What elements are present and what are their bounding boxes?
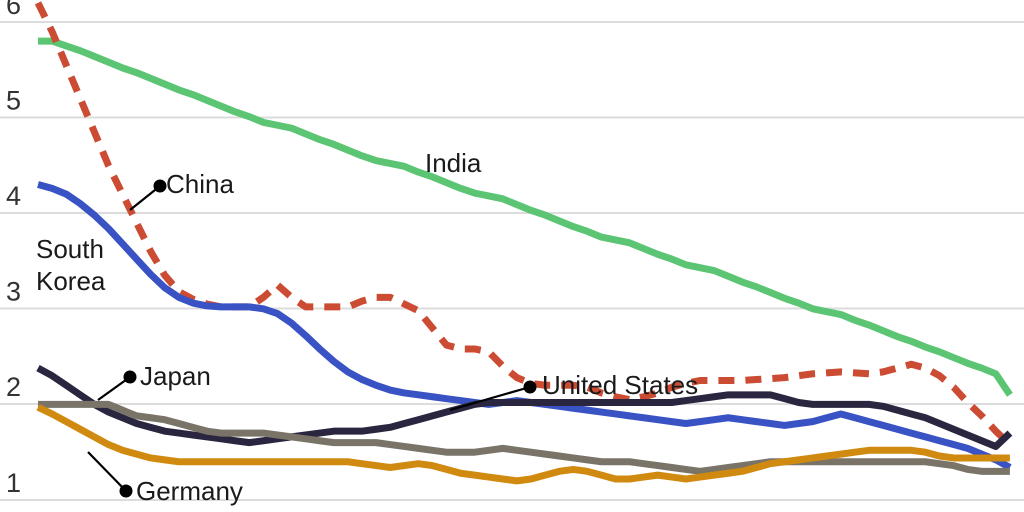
y-tick-label-1: 1 (6, 468, 21, 498)
leader-dot-united-states (523, 380, 537, 394)
y-tick-label-6: 6 (6, 0, 21, 20)
y-tick-label-4: 4 (6, 181, 21, 211)
series-label-china: China (166, 169, 234, 199)
series-label-united-states: United States (542, 370, 698, 400)
series-label-south-korea-line1: South (36, 234, 104, 264)
series-line-japan (38, 400, 1010, 475)
leader-line-germany (87, 451, 127, 492)
y-axis-tick-labels: 1 2 3 4 5 6 (6, 0, 21, 498)
y-tick-label-2: 2 (6, 372, 21, 402)
leader-line-japan (97, 376, 131, 401)
series-line-germany (36, 404, 1010, 485)
series-label-india: India (425, 148, 482, 178)
leader-lines (87, 179, 537, 498)
y-tick-label-5: 5 (6, 86, 21, 116)
series-line-india (38, 37, 1013, 397)
series-label-germany: Germany (136, 476, 243, 506)
gridlines (0, 21, 1024, 501)
leader-dot-japan (123, 370, 137, 384)
y-tick-label-3: 3 (6, 277, 21, 307)
series-label-japan: Japan (140, 361, 211, 391)
leader-dot-china (153, 179, 167, 193)
series-lines (34, 1, 1013, 485)
leader-line-united-states (449, 385, 531, 412)
leader-dot-germany (119, 484, 133, 498)
series-line-united-states (36, 364, 1013, 450)
series-label-south-korea-line2: Korea (36, 266, 106, 296)
